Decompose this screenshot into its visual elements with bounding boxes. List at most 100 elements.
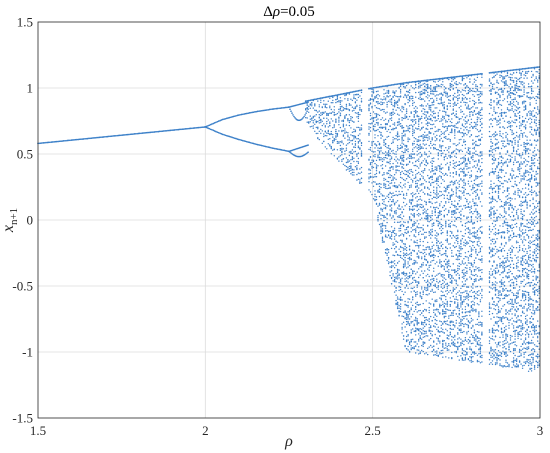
data-point bbox=[407, 181, 409, 184]
data-point bbox=[455, 189, 457, 191]
data-point bbox=[375, 168, 378, 170]
data-point bbox=[335, 135, 337, 137]
data-point bbox=[412, 200, 414, 202]
data-point bbox=[381, 230, 384, 232]
data-point bbox=[440, 191, 442, 193]
data-point bbox=[464, 350, 467, 353]
data-point bbox=[398, 86, 400, 89]
data-point bbox=[437, 329, 439, 332]
data-point bbox=[413, 234, 415, 236]
data-point bbox=[452, 234, 454, 237]
data-point bbox=[431, 202, 433, 205]
data-point bbox=[424, 342, 426, 344]
data-point bbox=[440, 175, 442, 178]
data-point bbox=[368, 132, 370, 135]
data-point bbox=[424, 217, 426, 219]
data-point bbox=[405, 277, 408, 279]
data-point bbox=[446, 239, 448, 242]
data-point bbox=[433, 253, 435, 256]
data-point bbox=[451, 152, 453, 155]
data-point bbox=[323, 133, 325, 135]
data-point bbox=[407, 220, 409, 223]
data-point bbox=[434, 211, 436, 213]
data-point bbox=[431, 255, 433, 257]
data-point bbox=[439, 247, 441, 250]
data-point bbox=[245, 112, 248, 115]
data-point bbox=[401, 223, 403, 226]
data-point bbox=[412, 120, 414, 123]
data-point bbox=[439, 259, 441, 261]
data-point bbox=[418, 204, 420, 206]
data-point bbox=[404, 265, 406, 267]
data-point bbox=[399, 172, 402, 174]
data-point bbox=[418, 268, 420, 270]
data-point bbox=[342, 158, 345, 160]
data-point bbox=[464, 232, 467, 235]
data-point bbox=[443, 315, 445, 318]
data-point bbox=[451, 216, 453, 218]
data-point bbox=[395, 213, 397, 215]
data-point bbox=[472, 143, 474, 146]
data-point bbox=[446, 213, 448, 216]
data-point bbox=[378, 158, 381, 161]
data-point bbox=[445, 283, 447, 285]
data-point bbox=[428, 138, 430, 140]
data-point bbox=[371, 98, 373, 101]
data-point bbox=[357, 113, 360, 116]
data-point bbox=[217, 120, 220, 122]
data-point bbox=[347, 92, 349, 94]
data-point bbox=[469, 212, 471, 214]
data-point bbox=[448, 343, 450, 345]
data-point bbox=[430, 108, 432, 111]
data-point bbox=[442, 81, 444, 83]
data-point bbox=[419, 94, 421, 96]
data-point bbox=[437, 240, 439, 243]
data-point bbox=[315, 132, 317, 135]
data-point bbox=[439, 205, 441, 207]
data-point bbox=[404, 256, 406, 259]
data-point bbox=[466, 107, 468, 110]
data-point bbox=[448, 125, 450, 127]
data-point bbox=[469, 201, 471, 203]
data-point bbox=[390, 266, 393, 269]
data-point bbox=[419, 352, 421, 355]
data-point bbox=[419, 274, 421, 276]
data-point bbox=[443, 131, 445, 133]
data-point bbox=[347, 160, 349, 162]
data-point bbox=[138, 132, 141, 135]
data-point bbox=[449, 86, 451, 88]
data-point bbox=[348, 121, 351, 124]
data-point bbox=[359, 179, 361, 181]
data-point bbox=[431, 210, 433, 212]
data-point bbox=[428, 282, 430, 284]
data-point bbox=[452, 321, 454, 323]
data-point bbox=[392, 166, 394, 168]
data-point bbox=[445, 189, 447, 192]
data-point bbox=[416, 150, 418, 152]
data-point bbox=[233, 115, 236, 118]
data-point bbox=[395, 251, 397, 253]
data-point bbox=[452, 213, 454, 216]
data-point bbox=[416, 281, 418, 283]
data-point bbox=[472, 351, 474, 353]
data-point bbox=[425, 275, 427, 277]
data-point bbox=[461, 77, 464, 80]
data-point bbox=[274, 147, 276, 150]
data-point bbox=[399, 278, 402, 280]
data-point bbox=[461, 98, 464, 100]
data-point bbox=[185, 127, 188, 130]
data-point bbox=[399, 221, 402, 223]
data-point bbox=[460, 210, 462, 212]
data-point bbox=[433, 224, 435, 227]
data-point bbox=[448, 88, 450, 90]
data-point bbox=[393, 128, 396, 130]
data-point bbox=[312, 125, 314, 127]
data-point bbox=[434, 318, 436, 321]
data-point bbox=[357, 93, 360, 96]
data-point bbox=[440, 99, 442, 101]
data-point bbox=[381, 222, 384, 224]
data-point bbox=[389, 236, 391, 238]
data-point bbox=[427, 80, 429, 83]
data-point bbox=[464, 144, 467, 146]
data-point bbox=[451, 128, 453, 130]
